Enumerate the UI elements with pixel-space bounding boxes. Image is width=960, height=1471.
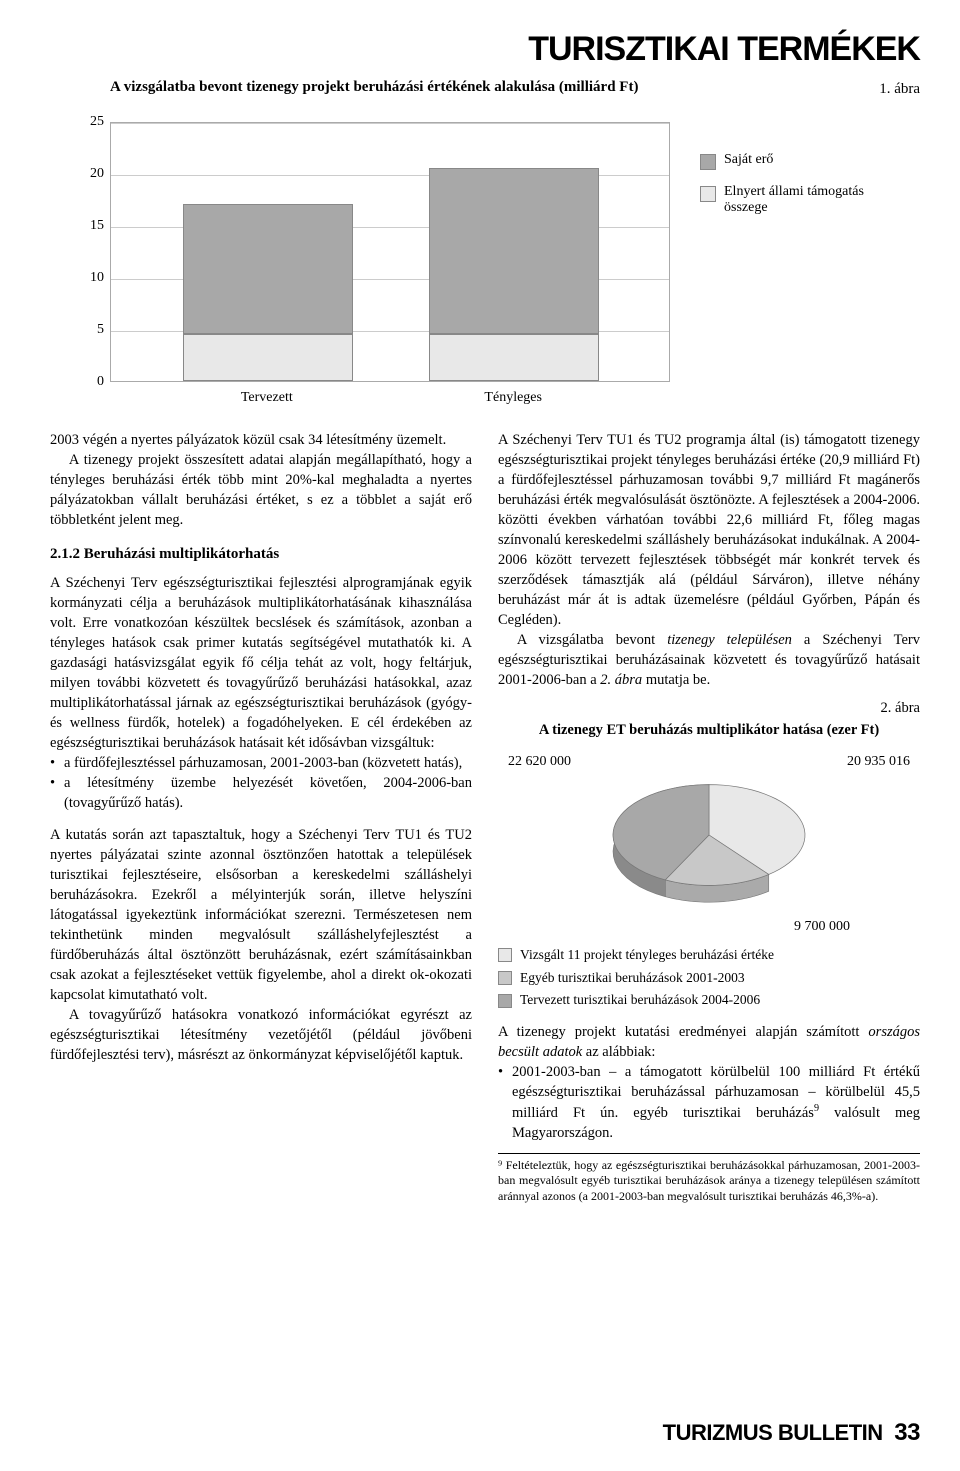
text: A vizsgálatba bevont xyxy=(517,632,667,648)
figure-1-legend: Saját erő Elnyert állami támogatás összeg… xyxy=(700,152,884,230)
figure-1: 1. ábra A vizsgálatba bevont tizenegy pr… xyxy=(50,79,920,402)
legend-item: Egyéb turisztikai beruházások 2001-2003 xyxy=(498,969,920,988)
y-tick-label: 25 xyxy=(80,114,104,130)
list-item: 2001-2003-ban – a támogatott körülbelül … xyxy=(498,1062,920,1143)
left-p5: A tovagyűrűző hatásokra vonatkozó inform… xyxy=(50,1005,472,1065)
legend-swatch xyxy=(498,971,512,985)
bar-segment xyxy=(429,168,599,334)
x-tick-label: Tényleges xyxy=(428,390,598,406)
left-p4: A kutatás során azt tapasztaltuk, hogy a… xyxy=(50,825,472,1005)
figure-2-legend: Vizsgált 11 projekt tényleges beruházási… xyxy=(498,946,920,1010)
left-p2: A tizenegy projekt összesített adatai al… xyxy=(50,450,472,530)
figure-1-plot xyxy=(110,122,670,382)
footer-page: 33 xyxy=(894,1419,920,1446)
list-item: a fürdőfejlesztéssel párhuzamosan, 2001-… xyxy=(50,753,472,773)
legend-label: Egyéb turisztikai beruházások 2001-2003 xyxy=(520,969,745,988)
right-p2: A vizsgálatba bevont tizenegy települése… xyxy=(498,630,920,690)
footer-label: TURIZMUS BULLETIN xyxy=(663,1420,883,1445)
page-header: TURISZTIKAI TERMÉKEK xyxy=(50,30,920,69)
text-em: 2. ábra xyxy=(600,672,642,688)
legend-label: Saját erő xyxy=(724,152,773,168)
y-tick-label: 5 xyxy=(80,322,104,338)
x-tick-label: Tervezett xyxy=(182,390,352,406)
footnote-9: ⁹ Feltételeztük, hogy az egészségturiszt… xyxy=(498,1153,920,1205)
text-em: tizenegy településen xyxy=(667,632,792,648)
figure-2-caption: 2. ábra xyxy=(498,698,920,718)
pie-label: 22 620 000 xyxy=(508,752,571,771)
pie-label: 9 700 000 xyxy=(794,917,850,936)
y-tick-label: 15 xyxy=(80,218,104,234)
text: az alábbiak: xyxy=(582,1044,655,1060)
figure-2-chart: 22 620 000 20 935 016 9 700 000 xyxy=(498,746,920,936)
legend-label: Tervezett turisztikai beruházások 2004-2… xyxy=(520,991,760,1010)
bar-segment xyxy=(183,204,353,334)
figure-1-chart: 0510152025 TervezettTényleges Saját erőE… xyxy=(50,102,920,402)
left-p1: 2003 végén a nyertes pályázatok közül cs… xyxy=(50,430,472,450)
figure-1-caption: 1. ábra xyxy=(879,81,920,98)
body-columns: 2003 végén a nyertes pályázatok közül cs… xyxy=(50,430,920,1204)
y-tick-label: 0 xyxy=(80,374,104,390)
text: egyéb turisztikai beruházás xyxy=(633,1105,814,1121)
left-list-1: a fürdőfejlesztéssel párhuzamosan, 2001-… xyxy=(50,753,472,813)
right-list-1: 2001-2003-ban – a támogatott körülbelül … xyxy=(498,1062,920,1143)
legend-swatch xyxy=(498,994,512,1008)
legend-label: Vizsgált 11 projekt tényleges beruházási… xyxy=(520,946,774,965)
legend-label: Elnyert állami támogatás összege xyxy=(724,184,884,216)
legend-item: Saját erő xyxy=(700,152,884,170)
page-footer: TURIZMUS BULLETIN 33 xyxy=(663,1419,920,1447)
legend-swatch xyxy=(700,154,716,170)
legend-swatch xyxy=(498,948,512,962)
bar-segment xyxy=(429,334,599,381)
legend-item: Tervezett turisztikai beruházások 2004-2… xyxy=(498,991,920,1010)
bar-segment xyxy=(183,334,353,381)
left-h3: 2.1.2 Beruházási multiplikátorhatás xyxy=(50,544,472,565)
pie-label: 20 935 016 xyxy=(847,752,910,771)
figure-2-title: A tizenegy ET beruházás multiplikátor ha… xyxy=(498,720,920,740)
legend-item: Elnyert állami támogatás összege xyxy=(700,184,884,216)
legend-item: Vizsgált 11 projekt tényleges beruházási… xyxy=(498,946,920,965)
right-p3: A tizenegy projekt kutatási eredményei a… xyxy=(498,1022,920,1062)
y-tick-label: 20 xyxy=(80,166,104,182)
left-column: 2003 végén a nyertes pályázatok közül cs… xyxy=(50,430,472,1204)
right-column: A Széchenyi Terv TU1 és TU2 programja ál… xyxy=(498,430,920,1204)
legend-swatch xyxy=(700,186,716,202)
text: A tizenegy projekt kutatási eredményei a… xyxy=(498,1024,868,1040)
left-p3: A Széchenyi Terv egészségturisztikai fej… xyxy=(50,573,472,753)
list-item: a létesítmény üzembe helyezését követően… xyxy=(50,773,472,813)
y-tick-label: 10 xyxy=(80,270,104,286)
figure-1-title: A vizsgálatba bevont tizenegy projekt be… xyxy=(110,79,920,96)
text: mutatja be. xyxy=(642,672,710,688)
pie-svg xyxy=(589,766,829,916)
right-p1: A Széchenyi Terv TU1 és TU2 programja ál… xyxy=(498,430,920,630)
